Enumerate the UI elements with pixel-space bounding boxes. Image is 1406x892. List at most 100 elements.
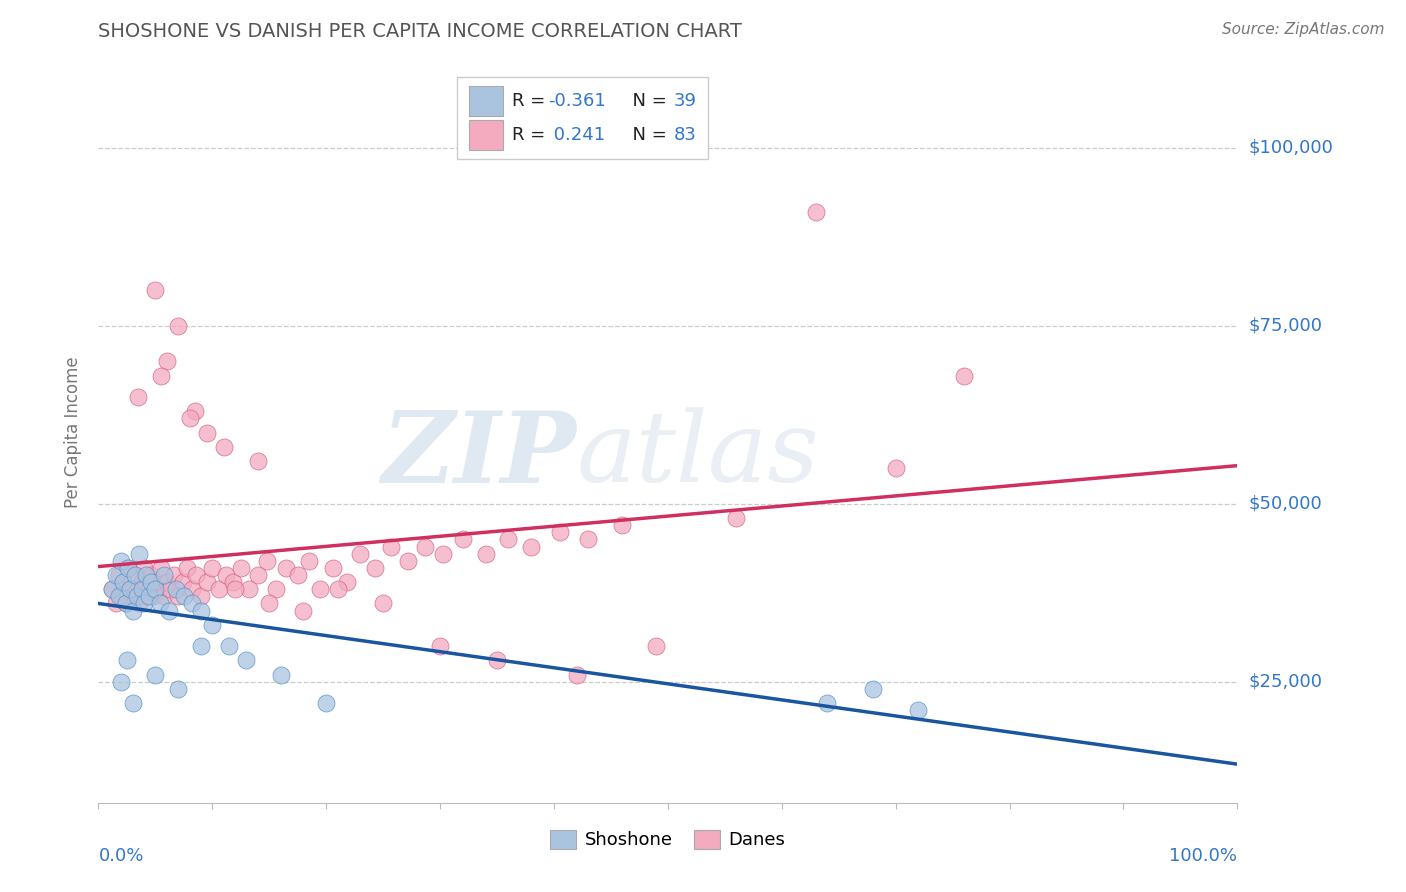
Text: 83: 83: [673, 126, 696, 144]
Point: [110, 674, 132, 689]
Point: [124, 568, 146, 582]
Point: [276, 561, 298, 575]
Point: [108, 590, 131, 604]
Text: $75,000: $75,000: [1249, 317, 1323, 334]
Point: [326, 582, 349, 597]
Text: ZIP: ZIP: [382, 407, 576, 503]
Point: [139, 568, 162, 582]
Point: [142, 590, 165, 604]
Point: [150, 561, 173, 575]
Point: [862, 681, 884, 696]
Text: $50,000: $50,000: [1249, 495, 1322, 513]
Point: [246, 454, 269, 468]
Point: [565, 667, 588, 681]
Point: [159, 582, 181, 597]
Point: [117, 561, 139, 575]
Point: [315, 696, 337, 710]
Point: [371, 597, 394, 611]
Point: [336, 575, 359, 590]
Point: [115, 653, 138, 667]
Text: 100.0%: 100.0%: [1170, 847, 1237, 865]
Point: [548, 525, 571, 540]
Point: [173, 590, 195, 604]
Point: [229, 561, 252, 575]
Point: [486, 653, 509, 667]
Point: [725, 511, 748, 525]
Point: [138, 590, 160, 604]
Point: [413, 540, 436, 554]
Text: -0.361: -0.361: [548, 92, 606, 110]
Point: [380, 540, 402, 554]
Point: [101, 582, 124, 597]
Point: [128, 547, 150, 561]
Point: [104, 568, 127, 582]
Point: [145, 667, 167, 681]
Point: [145, 582, 167, 597]
Point: [117, 561, 139, 575]
Point: [167, 590, 190, 604]
Point: [114, 597, 136, 611]
Point: [645, 639, 668, 653]
Text: 0.0%: 0.0%: [98, 847, 143, 865]
Point: [190, 590, 212, 604]
Point: [157, 604, 180, 618]
Point: [270, 667, 292, 681]
Point: [120, 582, 142, 597]
Point: [110, 590, 132, 604]
Point: [127, 582, 149, 597]
Point: [156, 575, 179, 590]
Text: 39: 39: [673, 92, 696, 110]
Point: [612, 518, 634, 533]
Point: [145, 283, 167, 297]
Point: [215, 568, 238, 582]
Point: [201, 561, 224, 575]
Text: 0.241: 0.241: [548, 126, 606, 144]
Text: $25,000: $25,000: [1249, 673, 1323, 690]
Point: [104, 597, 127, 611]
Point: [121, 696, 143, 710]
Text: R =: R =: [512, 92, 551, 110]
Point: [576, 533, 599, 547]
Point: [804, 205, 827, 219]
Point: [145, 575, 167, 590]
Point: [235, 653, 257, 667]
Text: atlas: atlas: [576, 407, 820, 502]
Point: [146, 582, 169, 597]
Point: [520, 540, 543, 554]
Text: N =: N =: [621, 126, 672, 144]
Point: [212, 440, 235, 454]
Point: [451, 533, 474, 547]
Point: [432, 547, 454, 561]
Point: [256, 554, 278, 568]
Point: [287, 568, 309, 582]
Point: [110, 554, 132, 568]
Point: [121, 590, 143, 604]
Point: [149, 597, 172, 611]
Point: [815, 696, 838, 710]
Point: [108, 568, 131, 582]
Point: [201, 617, 224, 632]
Point: [396, 554, 419, 568]
Text: $100,000: $100,000: [1249, 139, 1333, 157]
Point: [114, 597, 136, 611]
Point: [112, 575, 135, 590]
Point: [121, 604, 143, 618]
Legend: Shoshone, Danes: Shoshone, Danes: [543, 823, 793, 856]
Point: [156, 354, 179, 368]
Point: [180, 582, 202, 597]
FancyBboxPatch shape: [468, 87, 503, 116]
Point: [167, 681, 190, 696]
Point: [195, 575, 218, 590]
Point: [429, 639, 451, 653]
Point: [349, 547, 371, 561]
Point: [309, 582, 332, 597]
Point: [222, 575, 245, 590]
Point: [238, 582, 260, 597]
Point: [907, 703, 929, 717]
Point: [138, 582, 160, 597]
Point: [498, 533, 520, 547]
Point: [165, 582, 187, 597]
Point: [131, 575, 153, 590]
Point: [120, 582, 142, 597]
Point: [131, 582, 153, 597]
